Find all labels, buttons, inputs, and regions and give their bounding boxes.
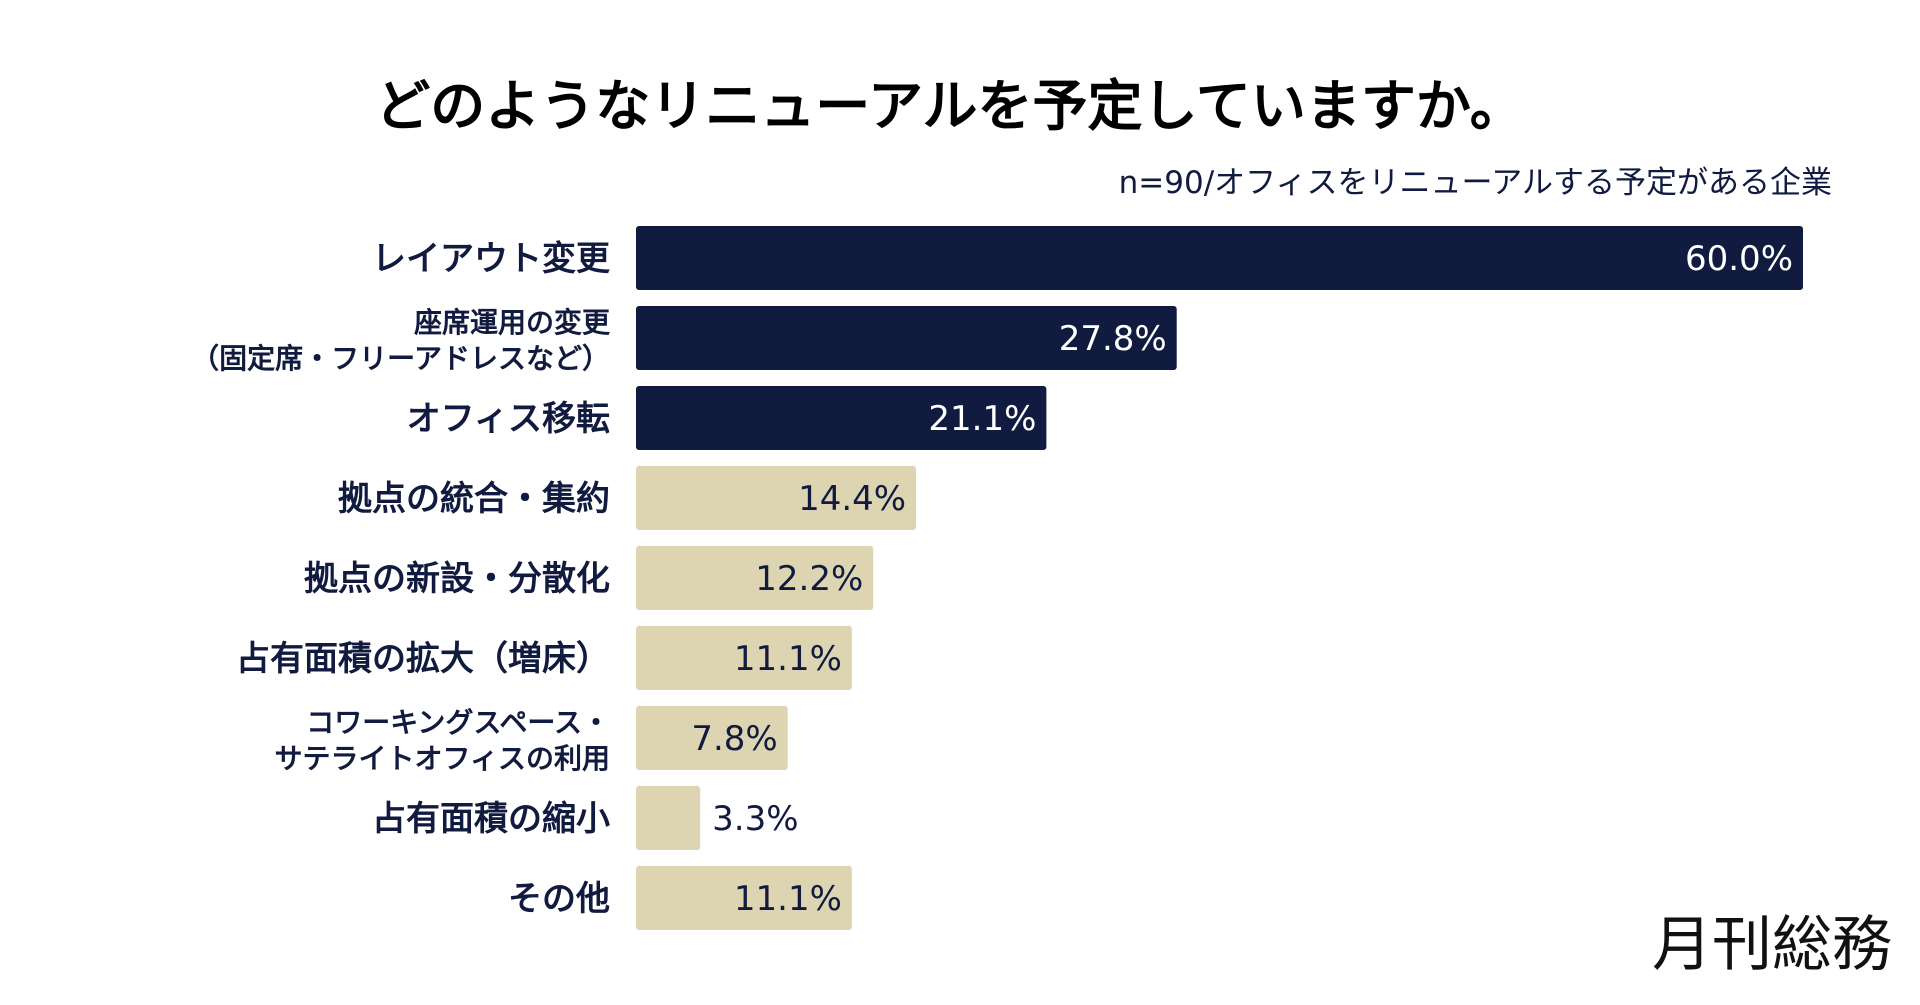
chart-title: どのようなリニューアルを予定していますか。 — [375, 74, 1525, 138]
bar-row: 占有面積の拡大（増床） 11.1% — [236, 626, 852, 690]
category-label-line: コワーキングスペース・ — [306, 706, 610, 739]
bar — [636, 226, 1803, 290]
category-label-line: サテライトオフィスの利用 — [275, 742, 610, 775]
brand-logo: 月刊総務 — [1652, 910, 1892, 980]
value-label: 14.4% — [798, 479, 906, 519]
bar — [636, 706, 788, 770]
bar — [636, 546, 874, 610]
bar-row: 占有面積の縮小 3.3% — [372, 786, 799, 850]
bar — [636, 386, 1047, 450]
value-label: 12.2% — [755, 559, 863, 599]
value-label: 3.3% — [712, 799, 798, 839]
bars-group: レイアウト変更 60.0% 座席運用の変更（固定席・フリーアドレスなど） 27.8% オ… — [191, 226, 1803, 930]
bar — [636, 866, 852, 930]
bar-row: 拠点の統合・集約 14.4% — [338, 466, 917, 530]
category-label: オフィス移転 — [407, 399, 610, 439]
chart-subtitle: n=90/オフィスをリニューアルする予定がある企業 — [1119, 165, 1832, 201]
category-label: コワーキングスペース・サテライトオフィスの利用 — [275, 706, 610, 775]
category-label: 拠点の統合・集約 — [338, 479, 610, 519]
bar-row: 座席運用の変更（固定席・フリーアドレスなど） 27.8% — [191, 306, 1177, 375]
category-label: 座席運用の変更（固定席・フリーアドレスなど） — [191, 306, 611, 375]
value-label: 7.8% — [691, 719, 777, 759]
bar — [636, 466, 917, 530]
value-label: 27.8% — [1059, 319, 1167, 359]
value-label: 11.1% — [734, 639, 842, 679]
bar — [636, 626, 852, 690]
bar-row: オフィス移転 21.1% — [407, 386, 1047, 450]
value-label: 11.1% — [734, 879, 842, 919]
bar — [636, 306, 1177, 370]
bar-row: コワーキングスペース・サテライトオフィスの利用 7.8% — [275, 706, 788, 775]
bar-row: レイアウト変更 60.0% — [372, 226, 1803, 290]
category-label: レイアウト変更 — [372, 239, 611, 279]
value-label: 60.0% — [1685, 239, 1793, 279]
category-label-line: （固定席・フリーアドレスなど） — [191, 342, 610, 375]
category-label: 占有面積の縮小 — [372, 799, 610, 839]
bar-row: 拠点の新設・分散化 12.2% — [304, 546, 874, 610]
bar — [636, 786, 701, 850]
value-label: 21.1% — [928, 399, 1036, 439]
category-label: 占有面積の拡大（増床） — [236, 639, 610, 679]
category-label: 拠点の新設・分散化 — [304, 559, 610, 599]
bar-row: その他 11.1% — [508, 866, 852, 930]
category-label-line: 座席運用の変更 — [414, 306, 611, 339]
category-label: その他 — [508, 879, 610, 919]
